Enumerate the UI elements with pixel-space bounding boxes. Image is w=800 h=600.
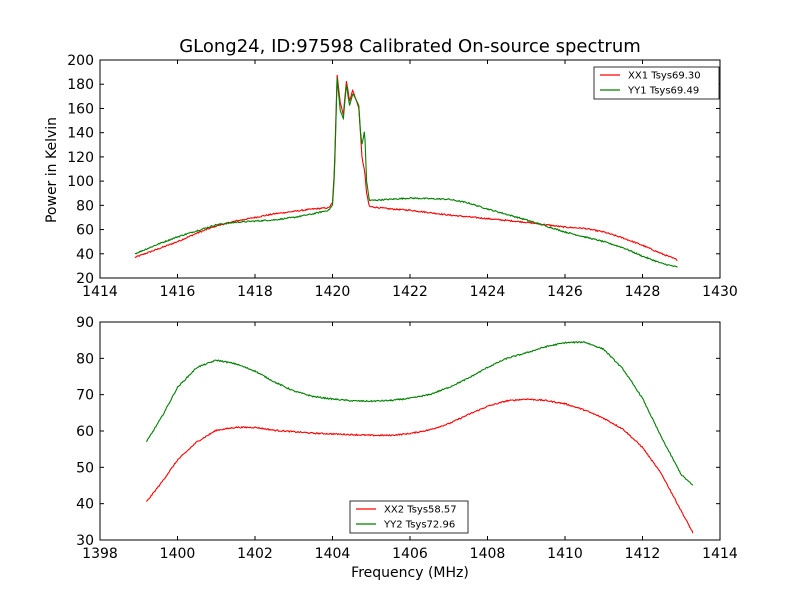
bottom-legend-label-2: YY2 Tsys72.96 xyxy=(383,520,455,531)
top-series-line-2 xyxy=(134,77,678,268)
top-x-tick-label: 1426 xyxy=(547,284,583,300)
top-y-tick-label: 160 xyxy=(67,101,94,117)
top-spectrum-panel: Power in Kelvin 1414 1416 1418 1420 1422 1424… xyxy=(44,53,738,300)
top-x-tick-label: 1414 xyxy=(82,284,118,300)
top-x-tick-label: 1422 xyxy=(392,284,428,300)
top-y-tick-label: 180 xyxy=(67,77,94,93)
top-y-tick-label: 120 xyxy=(67,150,94,166)
top-series-group xyxy=(134,74,678,268)
top-legend-label-2: YY1 Tsys69.49 xyxy=(627,86,699,97)
top-legend-box xyxy=(593,66,720,100)
bottom-series-line-1 xyxy=(146,398,694,534)
top-y-tick-label: 200 xyxy=(67,53,94,69)
bottom-x-axis-label: Frequency (MHz) xyxy=(351,565,469,581)
bottom-x-tick-label: 1404 xyxy=(315,546,351,562)
top-x-tick-label: 1416 xyxy=(160,284,196,300)
bottom-y-tick-label: 50 xyxy=(76,460,94,476)
bottom-legend: XX2 Tsys58.57 YY2 Tsys72.96 xyxy=(349,500,469,534)
bottom-x-tick-label: 1402 xyxy=(237,546,273,562)
top-y-tick-label: 40 xyxy=(76,247,94,263)
bottom-x-tick-label: 1414 xyxy=(702,546,738,562)
top-y-tick-label: 140 xyxy=(67,126,94,142)
top-x-tick-label: 1418 xyxy=(237,284,273,300)
bottom-y-tick-label: 40 xyxy=(76,497,94,513)
bottom-y-tick-label: 60 xyxy=(76,424,94,440)
top-y-tick-label: 20 xyxy=(76,271,94,287)
top-x-tick-label: 1428 xyxy=(625,284,661,300)
top-y-axis-label: Power in Kelvin xyxy=(44,117,60,223)
bottom-legend-label-1: XX2 Tsys58.57 xyxy=(384,505,457,516)
top-legend-label-1: XX1 Tsys69.30 xyxy=(628,71,701,82)
bottom-spectrum-panel: Frequency (MHz) 1398 1400 1402 1404 1406 1408… xyxy=(76,315,738,581)
bottom-x-tick-label: 1398 xyxy=(82,546,118,562)
top-x-tick-label: 1430 xyxy=(702,284,738,300)
figure-title: GLong24, ID:97598 Calibrated On-source s… xyxy=(179,36,641,57)
bottom-y-tick-label: 30 xyxy=(76,533,94,549)
bottom-x-tick-label: 1410 xyxy=(547,546,583,562)
top-x-tick-label: 1424 xyxy=(470,284,506,300)
top-y-tick-label: 100 xyxy=(67,174,94,190)
bottom-x-tick-label: 1408 xyxy=(470,546,506,562)
bottom-series-group xyxy=(146,340,694,534)
bottom-y-tick-label: 90 xyxy=(76,315,94,331)
bottom-x-tick-label: 1406 xyxy=(392,546,428,562)
bottom-x-tick-label: 1400 xyxy=(160,546,196,562)
top-y-tick-label: 80 xyxy=(76,198,94,214)
top-x-tick-label: 1420 xyxy=(315,284,351,300)
bottom-y-tick-label: 70 xyxy=(76,388,94,404)
bottom-x-tick-label: 1412 xyxy=(625,546,661,562)
bottom-series-line-2 xyxy=(146,340,694,486)
top-y-tick-label: 60 xyxy=(76,223,94,239)
bottom-y-tick-label: 80 xyxy=(76,351,94,367)
top-legend: XX1 Tsys69.30 YY1 Tsys69.49 xyxy=(593,66,720,100)
bottom-legend-box xyxy=(349,500,469,534)
